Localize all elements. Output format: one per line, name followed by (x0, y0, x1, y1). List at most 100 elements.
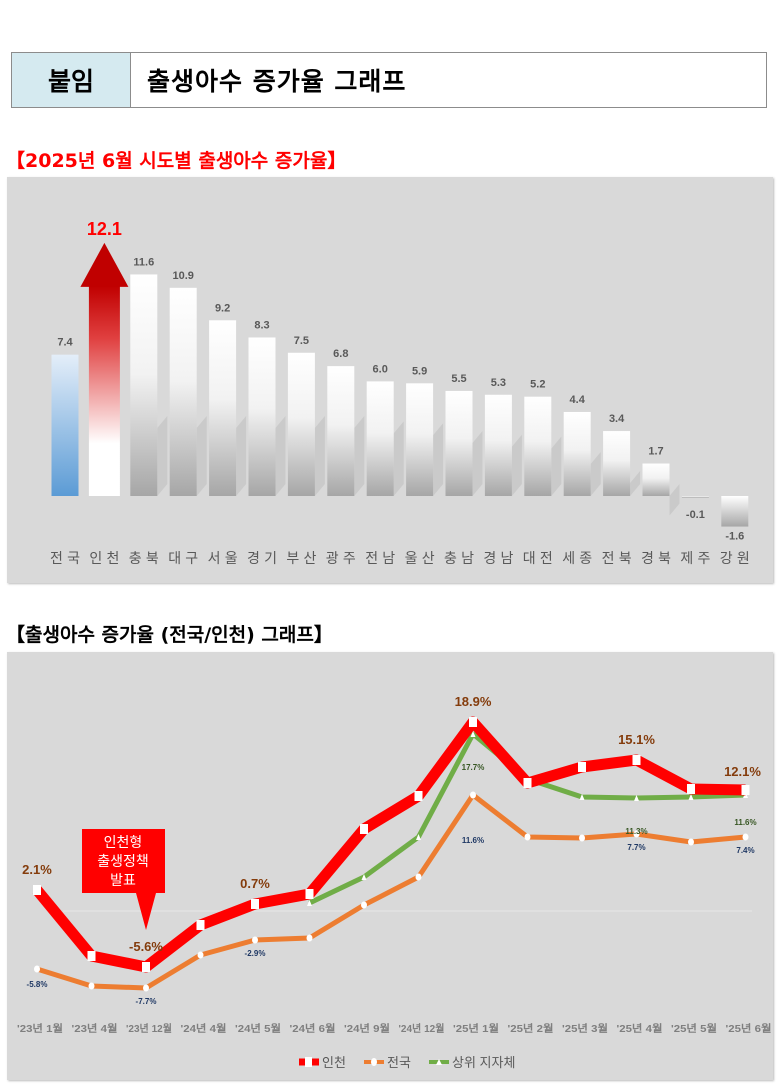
category-label: 인천 (89, 550, 119, 566)
data-point (742, 833, 749, 841)
bar-value-label: -0.1 (686, 509, 705, 521)
bar-shadow (669, 484, 680, 516)
category-label: 강원 (720, 550, 750, 566)
data-point (524, 833, 531, 841)
data-point (469, 717, 477, 727)
category-label: 제주 (680, 550, 710, 566)
bar-shadow (630, 471, 641, 496)
data-label: -5.8% (27, 980, 48, 989)
bar (445, 390, 473, 496)
bar-shadow (472, 430, 483, 496)
category-label: 대구 (168, 550, 198, 566)
series-line-national (36, 792, 746, 991)
callout-pointer (136, 893, 156, 930)
data-point (470, 791, 476, 799)
bar-shadow (433, 423, 444, 496)
bar-value-label: -1.6 (725, 531, 744, 543)
x-tick-label: '25년 2월 (508, 1022, 554, 1035)
arrow-up-icon (80, 242, 129, 287)
category-label: 전북 (602, 550, 632, 566)
data-label: 0.7% (240, 876, 270, 891)
annotation-text: 인천형 (104, 834, 143, 850)
line-chart: 2.1% -5.6% 0.7% 18.9% 15.1% 12.1% -5.8% -7.7% -2… (17, 694, 772, 1070)
bar (51, 354, 79, 496)
bar (563, 411, 591, 496)
bar-value-label: 7.4 (57, 337, 73, 349)
bar-chart-title: 【2025년 6월 시도별 출생아수 증가율】 (6, 150, 347, 172)
bar (603, 431, 631, 496)
bar (209, 320, 237, 496)
data-point (470, 731, 476, 737)
bar-shadow (236, 416, 247, 496)
category-label: 광주 (326, 550, 356, 566)
bar-chart-panel: 7.4 전국 12.1 인천 11.6 충북 10.9 대구 9.2 서울 8.3 경기 7.5 부산 6.… (7, 177, 773, 583)
category-label: 충북 (129, 550, 159, 566)
bar-value-label: 8.3 (254, 319, 269, 331)
data-point (143, 984, 149, 992)
x-tick-label: '24년 12월 (399, 1022, 445, 1035)
bar (327, 366, 355, 496)
category-label: 부산 (286, 550, 316, 566)
bar-shadow (590, 451, 601, 496)
bar (642, 463, 670, 496)
x-tick-label: '24년 9월 (344, 1022, 390, 1035)
page-title: 출생아수 증가율 그래프 (147, 67, 407, 96)
category-label: 서울 (208, 550, 238, 566)
data-label: 12.1% (724, 764, 761, 779)
data-point (578, 762, 586, 772)
bar (287, 352, 315, 496)
data-label: 7.7% (627, 843, 645, 852)
data-point (523, 778, 532, 788)
data-point (416, 834, 421, 840)
bar-value-label: 11.6 (133, 256, 154, 268)
category-label: 충남 (444, 550, 474, 566)
category-label: 경남 (483, 550, 513, 566)
x-tick-label: '25년 4월 (617, 1022, 663, 1035)
x-tick-label: '23년 12월 (126, 1022, 172, 1035)
bar-value-label: 6.0 (373, 363, 388, 375)
bar-value-label: 5.9 (412, 365, 427, 377)
category-label: 전남 (365, 550, 395, 566)
x-tick-label: '23년 4월 (72, 1022, 118, 1035)
bar-shadow (511, 434, 522, 496)
data-point (252, 936, 258, 944)
data-point (251, 899, 259, 909)
legend-marker (371, 1058, 377, 1066)
legend-marker (305, 1057, 312, 1067)
bar (484, 394, 512, 496)
bar-shadow (196, 416, 207, 496)
bar-value-label: 1.7 (648, 446, 663, 458)
data-point (88, 982, 95, 990)
bar (524, 396, 552, 496)
data-label: 17.7% (462, 763, 485, 772)
x-tick-label: '25년 5월 (671, 1022, 717, 1035)
data-label: 11.3% (625, 827, 647, 836)
data-label: 2.1% (22, 862, 52, 877)
x-tick-label: '24년 4월 (181, 1022, 227, 1035)
category-label: 대전 (523, 550, 553, 566)
bar (681, 496, 709, 498)
data-point (307, 900, 312, 906)
data-label: 11.6% (734, 818, 756, 827)
data-point (34, 965, 40, 973)
bar-shadow (393, 421, 404, 496)
bar-value-label: 4.4 (570, 394, 586, 406)
bar-value-label: 10.9 (172, 270, 193, 282)
bar-shadow (354, 416, 365, 496)
bar-shadow (275, 416, 286, 496)
x-tick-label: '25년 1월 (453, 1022, 499, 1035)
data-label: -7.7% (136, 997, 157, 1006)
bar-shadow (551, 436, 562, 496)
bar (406, 383, 434, 496)
data-label: -2.9% (245, 949, 266, 958)
data-point (360, 824, 368, 834)
bar (721, 496, 749, 527)
data-point (632, 755, 641, 765)
legend-label: 상위 지자체 (452, 1055, 515, 1070)
bar-shadow (157, 416, 168, 496)
data-point (634, 795, 639, 801)
data-point (633, 830, 640, 838)
bar-value-label: 12.1 (87, 219, 122, 239)
data-point (688, 794, 694, 800)
annotation-callout (82, 829, 165, 893)
